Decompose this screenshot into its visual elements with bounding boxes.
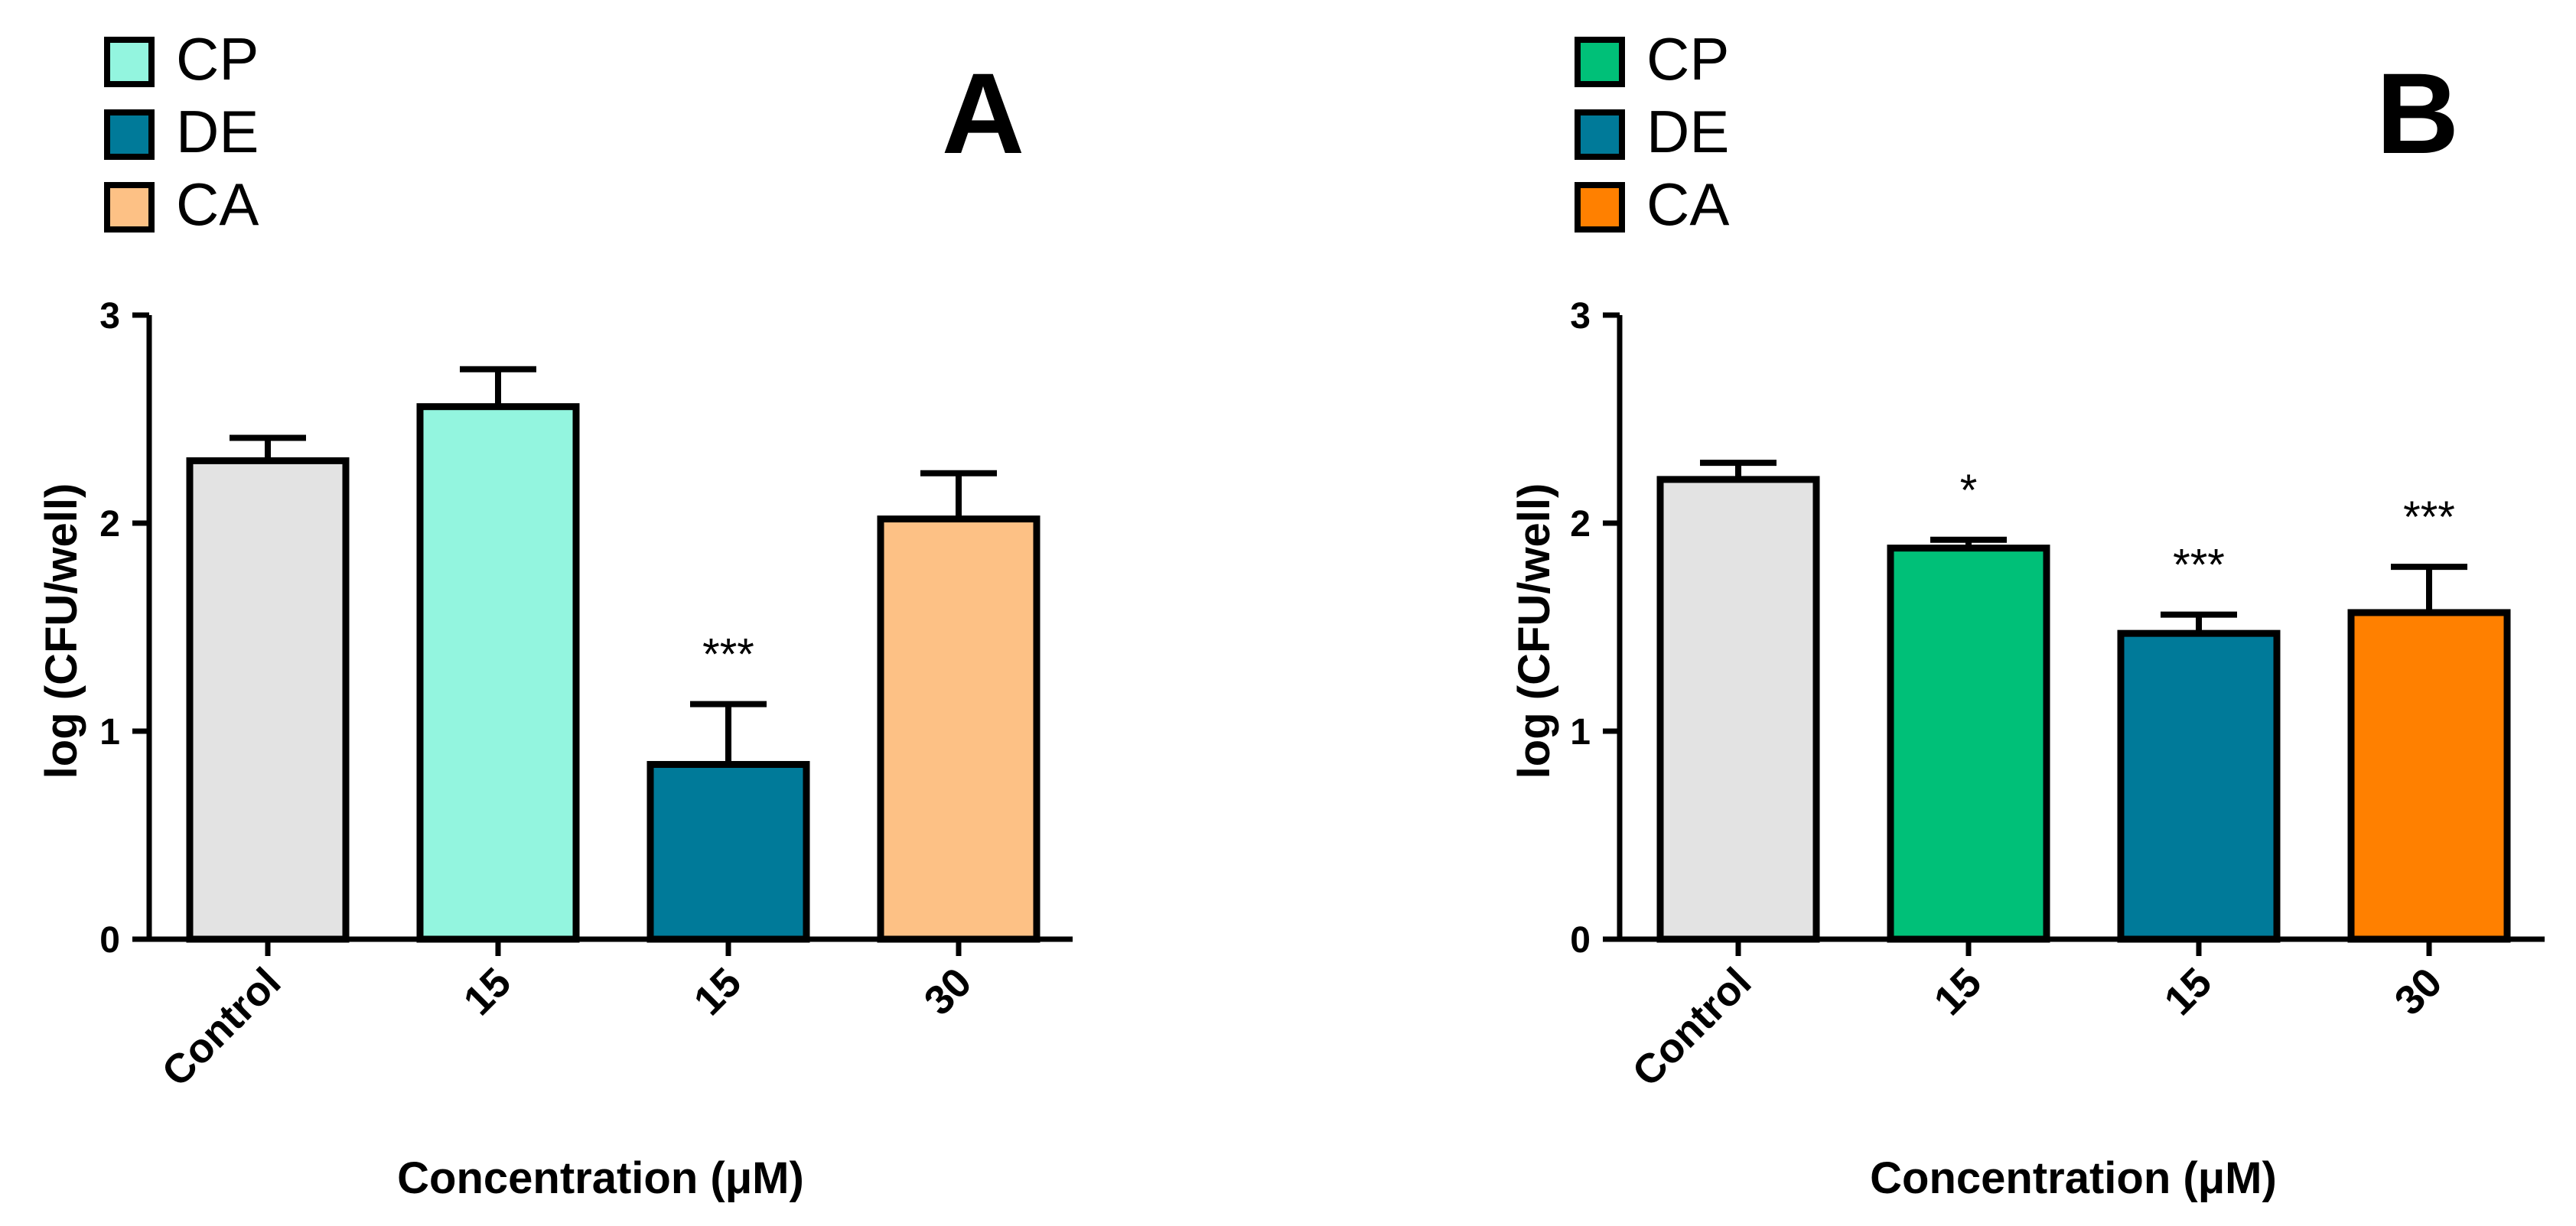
legend-swatch-a — [104, 182, 155, 233]
x-tick-label-a: 15 — [686, 959, 751, 1024]
bar-b — [2117, 629, 2281, 943]
x-tick-label-b: 15 — [1926, 959, 1991, 1024]
y-tick-label-a: 0 — [99, 920, 120, 961]
bar-b — [2347, 609, 2511, 943]
panel-letter-a: A — [942, 49, 1024, 177]
y-tick-label-a: 2 — [99, 504, 120, 545]
legend-label-a: CP — [176, 25, 259, 93]
bar-a — [186, 457, 350, 943]
significance-label-b: * — [1960, 466, 1978, 515]
legend-swatch-b — [1575, 109, 1625, 160]
legend-swatch-a — [104, 109, 155, 160]
legend-swatch-a — [104, 37, 155, 87]
y-axis-title-b: log (CFU/well) — [1509, 483, 1559, 779]
x-axis-title-b: Concentration (μM) — [1870, 1153, 2277, 1203]
legend-swatch-b — [1575, 37, 1625, 87]
y-tick-label-a: 3 — [99, 296, 120, 337]
x-tick-label-b: Control — [1623, 959, 1760, 1095]
x-tick-label-a: 15 — [455, 959, 520, 1024]
significance-label-a: *** — [702, 630, 754, 680]
y-tick-label-b: 2 — [1570, 504, 1591, 545]
y-tick-label-b: 0 — [1570, 920, 1591, 961]
significance-label-b: *** — [2173, 541, 2225, 590]
y-axis-title-a: log (CFU/well) — [37, 483, 86, 779]
bar-b — [1656, 476, 1820, 943]
x-tick-label-a: 30 — [916, 959, 981, 1024]
legend-label-b: CP — [1646, 25, 1729, 93]
y-tick-label-b: 3 — [1570, 296, 1591, 337]
panel-letter-b: B — [2376, 49, 2459, 177]
significance-label-b: *** — [2403, 493, 2455, 542]
legend-swatch-b — [1575, 182, 1625, 233]
legend-label-b: CA — [1646, 171, 1729, 238]
x-tick-label-b: 15 — [2156, 959, 2221, 1024]
legend-label-a: CA — [176, 171, 259, 238]
bar-a — [416, 403, 580, 943]
bar-a — [646, 761, 810, 943]
bar-a — [877, 515, 1040, 943]
x-tick-label-a: Control — [153, 959, 289, 1095]
x-axis-title-a: Concentration (μM) — [397, 1153, 804, 1203]
panel-a: A log (CFU/well) Concentration (μM) CPDE… — [37, 25, 1073, 1203]
legend-label-a: DE — [176, 98, 259, 165]
x-tick-label-b: 30 — [2386, 959, 2451, 1024]
y-tick-label-a: 1 — [99, 712, 120, 753]
y-tick-label-b: 1 — [1570, 712, 1591, 753]
legend-label-b: DE — [1646, 98, 1729, 165]
panel-b: B log (CFU/well) Concentration (μM) CPDE… — [1509, 25, 2545, 1203]
bar-b — [1887, 545, 2050, 943]
